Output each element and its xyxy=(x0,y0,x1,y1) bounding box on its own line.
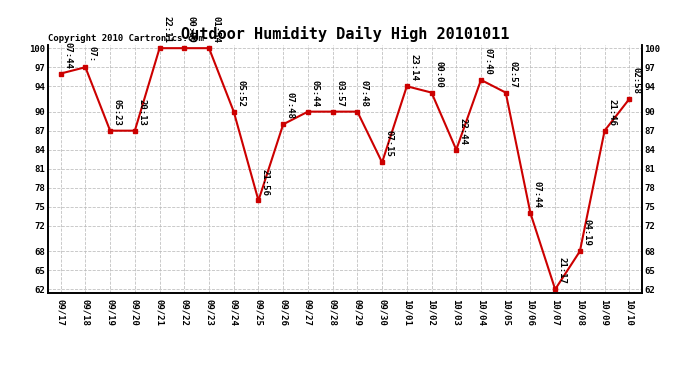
Text: 05:23: 05:23 xyxy=(112,99,121,126)
Text: 05:52: 05:52 xyxy=(236,80,245,106)
Text: 22:11: 22:11 xyxy=(162,16,171,43)
Text: 00:00: 00:00 xyxy=(434,61,443,87)
Text: 07:44: 07:44 xyxy=(533,181,542,208)
Text: 02:58: 02:58 xyxy=(632,67,641,94)
Title: Outdoor Humidity Daily High 20101011: Outdoor Humidity Daily High 20101011 xyxy=(181,27,509,42)
Text: 21:56: 21:56 xyxy=(261,168,270,195)
Text: 03:57: 03:57 xyxy=(335,80,344,106)
Text: 07:15: 07:15 xyxy=(384,130,393,158)
Text: 00:00: 00:00 xyxy=(187,16,196,43)
Text: 22:44: 22:44 xyxy=(459,118,468,145)
Text: 02:57: 02:57 xyxy=(509,61,518,87)
Text: 07:44: 07:44 xyxy=(63,42,72,69)
Text: 07:48: 07:48 xyxy=(360,80,369,106)
Text: 23:14: 23:14 xyxy=(409,54,418,81)
Text: 07:40: 07:40 xyxy=(484,48,493,75)
Text: 21:17: 21:17 xyxy=(558,257,566,284)
Text: 21:46: 21:46 xyxy=(607,99,616,126)
Text: 04:19: 04:19 xyxy=(582,219,591,246)
Text: 20:13: 20:13 xyxy=(137,99,146,126)
Text: 05:44: 05:44 xyxy=(310,80,319,106)
Text: 07:48: 07:48 xyxy=(286,92,295,119)
Text: Copyright 2010 Cartronics.com: Copyright 2010 Cartronics.com xyxy=(48,33,204,42)
Text: 07:: 07: xyxy=(88,46,97,62)
Text: 01:54: 01:54 xyxy=(212,16,221,43)
